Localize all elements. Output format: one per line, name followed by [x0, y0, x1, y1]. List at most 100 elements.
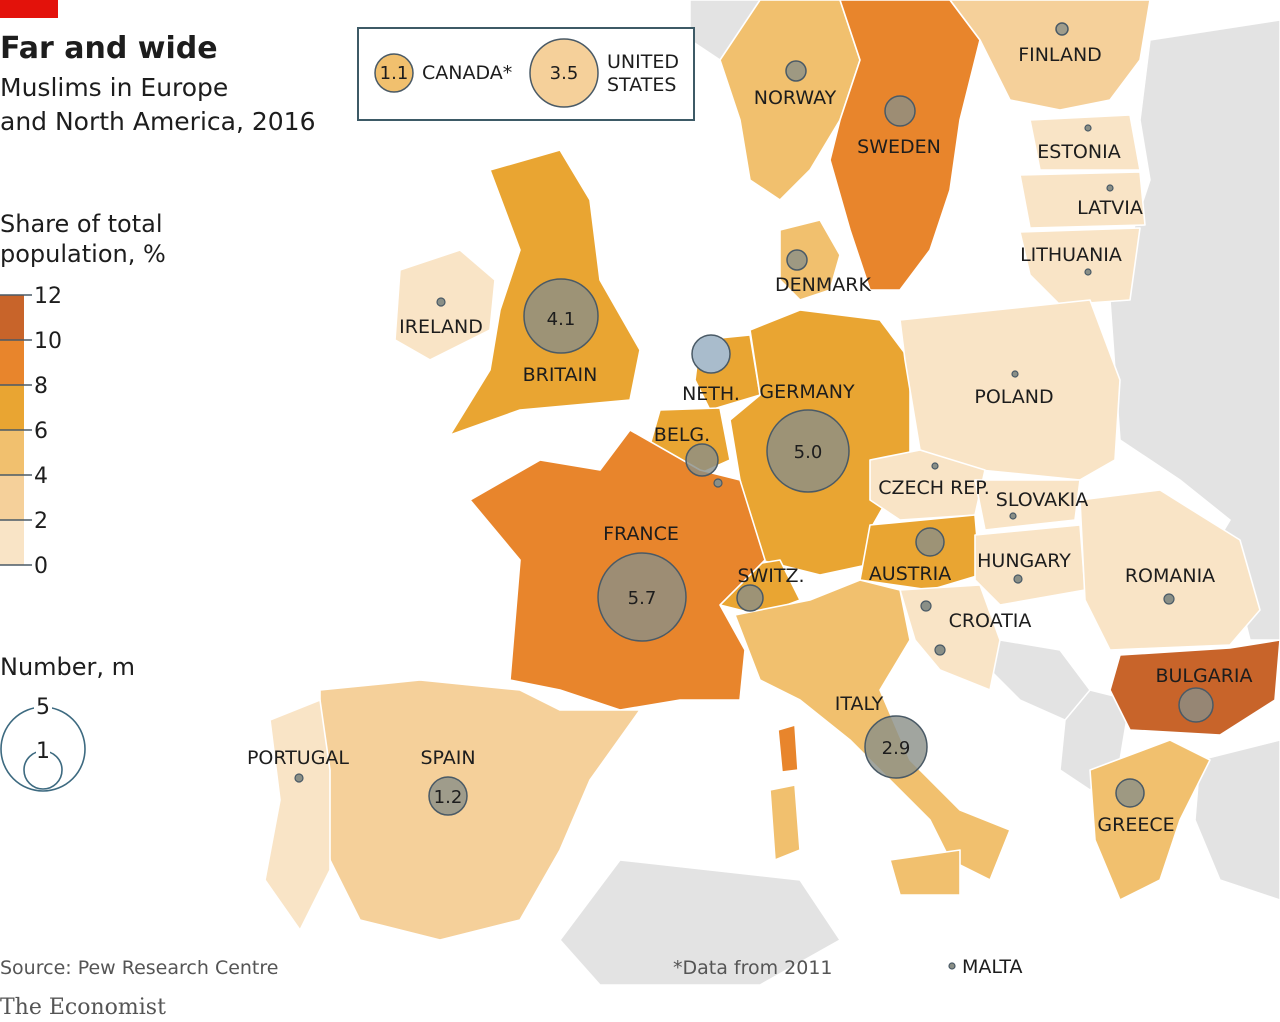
country-labels: FRANCE GERMANY BRITAIN ITALY SPAIN SWEDE… [247, 44, 1253, 978]
country-romania [1079, 489, 1261, 651]
share-swatch-10-12 [0, 295, 24, 340]
country-lithuania [1019, 227, 1141, 306]
bubble-latvia [1106, 184, 1114, 192]
label-spain: SPAIN [420, 747, 475, 769]
us-value: 3.5 [550, 63, 579, 84]
label-austria: AUSTRIA [869, 563, 951, 585]
bubble-france [597, 552, 687, 642]
label-slovakia: SLOVAKIA [996, 489, 1088, 511]
country-finland [949, 0, 1151, 111]
country-greece [1089, 739, 1211, 901]
label-germany: GERMANY [759, 381, 855, 403]
label-finland: FINLAND [1018, 44, 1102, 66]
inset-frame [357, 27, 695, 121]
share-tick: 12 [34, 284, 62, 309]
label-latvia: LATVIA [1077, 197, 1143, 219]
share-tick: 0 [34, 554, 48, 579]
share-swatch-6-8 [0, 385, 24, 430]
label-switzerland: SWITZ. [737, 565, 804, 587]
label-czech: CZECH REP. [878, 477, 990, 499]
share-legend-title-line1: Share of total [0, 210, 163, 238]
bubble-slovenia [920, 600, 932, 612]
bubble-italy [864, 715, 928, 779]
label-malta: MALTA [962, 956, 1023, 978]
bubble-spain [428, 776, 468, 816]
number-legend: Number, m 5 1 [0, 653, 135, 792]
share-swatch-0-2 [0, 520, 24, 565]
share-tick: 8 [34, 374, 48, 399]
label-norway: NORWAY [754, 87, 837, 109]
label-romania: ROMANIA [1125, 565, 1215, 587]
accent-bar [0, 0, 58, 18]
bubble-estonia [1084, 124, 1092, 132]
label-britain: BRITAIN [523, 364, 598, 386]
label-portugal: PORTUGAL [247, 747, 349, 769]
share-legend-title-line2: population, % [0, 240, 166, 268]
value-britain: 4.1 [547, 309, 576, 330]
country-hungary [974, 524, 1086, 606]
chart-subtitle-line1: Muslims in Europe [0, 73, 228, 102]
bubble-switzerland [736, 584, 764, 612]
brand-logo: The Economist [0, 995, 166, 1020]
us-label-line2: STATES [607, 74, 676, 96]
footnote: *Data from 2011 [673, 957, 833, 979]
bubble-czech [931, 462, 939, 470]
bubble-croatia [934, 644, 946, 656]
label-italy: ITALY [835, 693, 884, 715]
us-circle [529, 38, 599, 108]
chart-title: Far and wide [0, 31, 218, 66]
bubble-lithuania [1084, 268, 1092, 276]
country-latvia [1019, 171, 1146, 229]
value-italy: 2.9 [882, 738, 911, 759]
other-land [559, 0, 1280, 986]
share-tick: 10 [34, 329, 62, 354]
inset-north-america: 1.1 CANADA* 3.5 UNITED STATES [357, 27, 695, 121]
bubble-norway [785, 60, 807, 82]
label-bulgaria: BULGARIA [1155, 665, 1252, 687]
share-swatch-2-4 [0, 475, 24, 520]
bubble-belgium [685, 443, 719, 477]
country-sicily [889, 849, 961, 896]
label-france: FRANCE [603, 523, 679, 545]
bubble-portugal [294, 773, 304, 783]
bubble-slovakia [1009, 512, 1017, 520]
label-sweden: SWEDEN [857, 136, 941, 158]
label-lithuania: LITHUANIA [1020, 244, 1122, 266]
share-tick: 6 [34, 419, 48, 444]
share-swatch-8-10 [0, 340, 24, 385]
label-estonia: ESTONIA [1037, 141, 1120, 163]
bubble-finland [1055, 22, 1069, 36]
bubble-greece [1115, 778, 1145, 808]
share-swatch-4-6 [0, 430, 24, 475]
bubble-malta [948, 962, 956, 970]
share-legend: Share of total population, % 12 10 8 6 4… [0, 210, 166, 579]
label-ireland: IRELAND [399, 316, 483, 338]
bubble-bulgaria [1178, 687, 1214, 723]
bubble-germany [766, 409, 850, 493]
bubble-sweden [884, 95, 916, 127]
bubbles [294, 22, 1214, 970]
bubble-luxembourg [713, 478, 723, 488]
label-greece: GREECE [1097, 814, 1174, 836]
bubble-denmark [786, 249, 808, 271]
bubble-ireland [436, 297, 446, 307]
bubble-netherlands [691, 334, 731, 374]
chart-subtitle-line2: and North America, 2016 [0, 107, 316, 136]
bubble-hungary [1013, 574, 1023, 584]
label-netherlands: NETH. [682, 383, 740, 405]
legend-label-1: 1 [36, 739, 50, 764]
label-belgium: BELG. [654, 424, 710, 446]
bubble-romania [1163, 593, 1175, 605]
country-estonia [1029, 114, 1141, 171]
bubble-values: 4.1 5.0 5.7 2.9 1.2 [434, 309, 911, 808]
country-sardinia [769, 784, 801, 861]
us-label-line1: UNITED [607, 51, 679, 73]
country-slovakia [974, 479, 1081, 531]
country-corsica [777, 724, 799, 773]
source-note: Source: Pew Research Centre [0, 957, 278, 979]
value-france: 5.7 [628, 588, 657, 609]
canada-value: 1.1 [380, 63, 409, 84]
country-ireland [394, 249, 496, 361]
number-legend-title: Number, m [0, 653, 135, 681]
